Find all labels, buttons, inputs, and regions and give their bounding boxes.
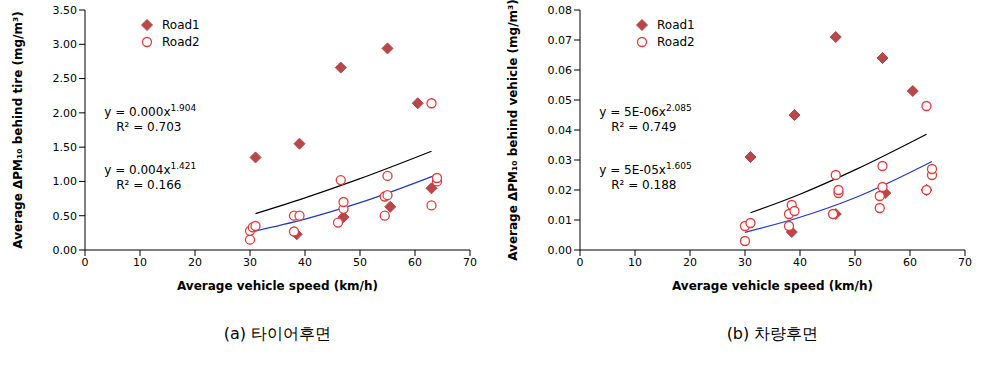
svg-text:Average ΔPM₁₀ behind tire (mg/: Average ΔPM₁₀ behind tire (mg/m³) [11,11,25,248]
svg-text:3.50: 3.50 [53,4,78,17]
html-text:y = 0.004x1.421: y = 0.004x1.421 [104,160,197,177]
svg-text:0: 0 [577,256,584,269]
svg-text:Average ΔPM₁₀ behind vehicle (: Average ΔPM₁₀ behind vehicle (mg/m³) [506,0,520,261]
svg-text:10: 10 [628,256,642,269]
html-text:y = 5E-05x1.605: y = 5E-05x1.605 [599,160,692,177]
svg-text:70: 70 [463,256,477,269]
svg-text:0.08: 0.08 [548,4,573,17]
html-text:(b) 차량후면: (b) 차량후면 [726,324,819,343]
html-text:Road2: Road2 [162,34,200,49]
svg-text:2.50: 2.50 [53,72,78,85]
html-text:R² = 0.188: R² = 0.188 [611,177,677,192]
html-text:Road1: Road1 [162,17,200,32]
svg-text:0.07: 0.07 [548,34,573,47]
svg-text:2.00: 2.00 [53,107,78,120]
html-text:(a) 타이어후면: (a) 타이어후면 [223,324,332,343]
html-text:R² = 0.703: R² = 0.703 [116,120,182,135]
svg-text:70: 70 [958,256,972,269]
svg-text:Average vehicle speed (km/h): Average vehicle speed (km/h) [177,279,378,293]
svg-text:10: 10 [133,256,147,269]
svg-text:0.50: 0.50 [53,210,78,223]
svg-text:0.04: 0.04 [548,124,573,137]
svg-text:30: 30 [738,256,752,269]
svg-text:40: 40 [298,256,312,269]
svg-text:60: 60 [903,256,917,269]
svg-text:50: 50 [848,256,862,269]
svg-text:0.06: 0.06 [548,64,573,77]
svg-text:20: 20 [683,256,697,269]
svg-text:3.00: 3.00 [53,38,78,51]
html-text:Road2: Road2 [657,34,695,49]
svg-text:20: 20 [188,256,202,269]
html-text:R² = 0.749: R² = 0.749 [611,120,677,135]
svg-text:Average vehicle speed (km/h): Average vehicle speed (km/h) [672,279,873,293]
svg-text:0.01: 0.01 [548,214,573,227]
svg-text:60: 60 [408,256,422,269]
svg-text:1.50: 1.50 [53,141,78,154]
html-text:Road1: Road1 [657,17,695,32]
svg-text:50: 50 [353,256,367,269]
svg-text:0.02: 0.02 [548,184,573,197]
html-text:y = 5E-06x2.085: y = 5E-06x2.085 [599,103,692,120]
svg-text:0.00: 0.00 [548,244,573,257]
svg-text:0.00: 0.00 [53,244,78,257]
html-text:y = 0.000x1.904: y = 0.000x1.904 [104,103,197,120]
svg-text:30: 30 [243,256,257,269]
svg-text:1.00: 1.00 [53,175,78,188]
svg-text:0: 0 [82,256,89,269]
html-text:R² = 0.166: R² = 0.166 [116,177,182,192]
svg-text:0.05: 0.05 [548,94,573,107]
svg-text:0.03: 0.03 [548,154,573,167]
svg-text:40: 40 [793,256,807,269]
